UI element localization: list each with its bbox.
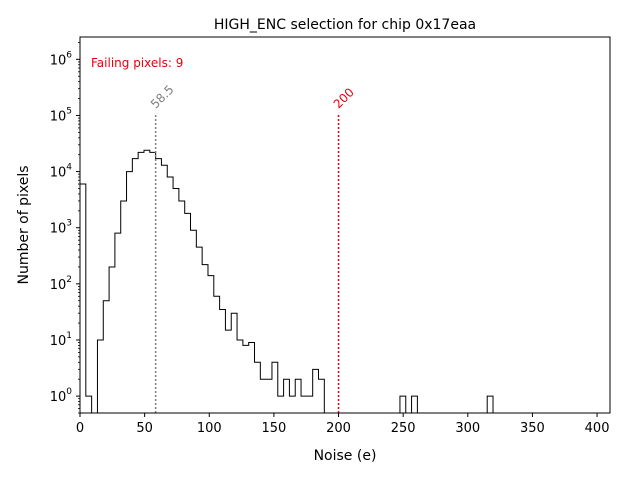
failing-pixels-annotation: Failing pixels: 9: [91, 56, 183, 70]
x-tick-label: 400: [585, 421, 610, 436]
plot-frame: [79, 36, 611, 414]
x-tick-label: 100: [197, 421, 222, 436]
x-tick-label: 150: [261, 421, 286, 436]
chart-title: HIGH_ENC selection for chip 0x17eaa: [214, 17, 476, 33]
y-axis-label: Number of pixels: [16, 165, 32, 284]
x-axis: 0 50 100 150 200 250 300 350 400: [76, 413, 610, 436]
x-tick-label: 350: [520, 421, 545, 436]
x-tick-label: 250: [391, 421, 416, 436]
x-tick-label: 300: [455, 421, 480, 436]
x-axis-label: Noise (e): [314, 448, 377, 464]
x-tick-label: 0: [76, 421, 84, 436]
x-tick-label: 50: [136, 421, 153, 436]
histogram-series: [79, 149, 494, 414]
x-tick-label: 200: [326, 421, 351, 436]
